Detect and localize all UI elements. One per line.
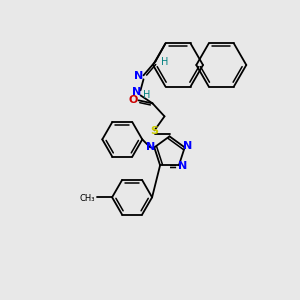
Text: N: N bbox=[134, 71, 143, 81]
Text: N: N bbox=[178, 161, 188, 171]
Text: N: N bbox=[132, 87, 141, 97]
Text: S: S bbox=[151, 126, 158, 136]
Text: O: O bbox=[129, 95, 138, 105]
Text: N: N bbox=[146, 142, 155, 152]
Text: =: = bbox=[169, 161, 177, 171]
Text: H: H bbox=[160, 57, 168, 67]
Text: CH₃: CH₃ bbox=[80, 194, 95, 203]
Text: H: H bbox=[143, 90, 151, 100]
Text: N: N bbox=[183, 141, 192, 152]
